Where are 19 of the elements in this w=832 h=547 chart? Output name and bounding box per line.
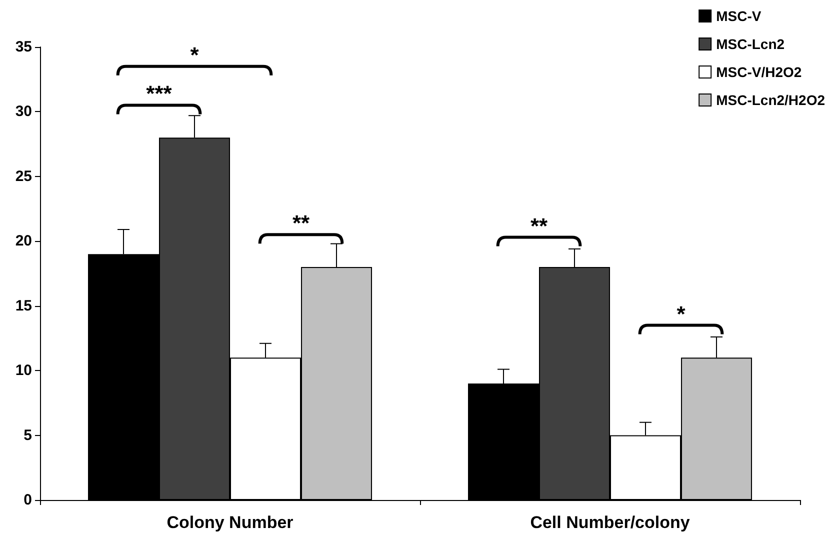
annotation: * [190,42,200,68]
annotation: ** [530,213,548,238]
y-tick-label: 10 [15,362,32,380]
legend-label: MSC-V [716,8,762,24]
annotation: *** [146,81,172,106]
y-tick-label: 35 [15,38,32,56]
legend-label: MSC-Lcn2/H2O2 [716,92,826,108]
y-tick-label: 30 [15,103,32,120]
y-tick-label: 15 [15,297,32,314]
y-tick-label: 25 [15,168,32,185]
x-tick-label: Colony Number [166,513,294,532]
annotation: * [676,301,686,326]
x-tick-label: Cell Number/colony [530,513,690,532]
y-tick-label: 5 [24,426,32,444]
legend-label: MSC-Lcn2 [716,36,785,52]
annotation: ** [292,210,310,236]
y-tick-label: 0 [24,492,32,508]
legend-label: MSC-V/H2O2 [716,64,802,80]
y-tick-label: 20 [15,232,32,250]
